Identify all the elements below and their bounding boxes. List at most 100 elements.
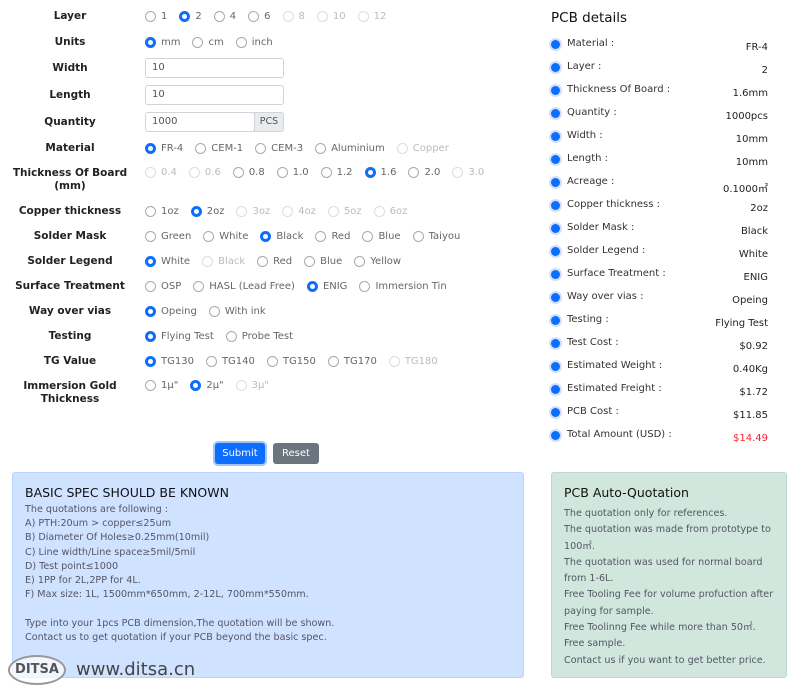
radio-label: 2	[195, 11, 202, 22]
radio-button[interactable]	[193, 281, 205, 292]
radio-option[interactable]: 2oz	[190, 206, 224, 217]
input-width[interactable]: 10	[145, 58, 284, 78]
radio-option[interactable]: Green	[145, 231, 191, 242]
radio-option[interactable]: OSP	[145, 281, 181, 292]
radio-option[interactable]: 1.0	[276, 167, 309, 178]
radio-option[interactable]: Flying Test	[145, 331, 214, 342]
radio-button[interactable]	[408, 167, 420, 178]
radio-button[interactable]	[145, 281, 156, 292]
radio-option[interactable]: White	[145, 256, 190, 267]
bullet-icon	[551, 247, 560, 256]
radio-button[interactable]	[203, 231, 215, 242]
radio-button[interactable]	[145, 206, 156, 217]
radio-option[interactable]: Taiyou	[412, 231, 460, 242]
radio-button[interactable]	[315, 231, 327, 242]
radio-option[interactable]: 6	[248, 11, 271, 22]
radio-button[interactable]	[255, 143, 267, 154]
radio-option[interactable]: 0.8	[232, 167, 265, 178]
radio-button[interactable]	[315, 143, 327, 154]
auto-line: Free Tooling Fee for volume profuction a…	[564, 589, 774, 617]
radio-option[interactable]: 1.2	[320, 167, 353, 178]
radio-button	[282, 11, 294, 22]
radio-button[interactable]	[412, 231, 424, 242]
input-length[interactable]: 10	[145, 85, 284, 105]
radio-button[interactable]	[145, 231, 156, 242]
radio-button[interactable]	[179, 11, 191, 22]
radio-option[interactable]: TG140	[205, 356, 255, 367]
radio-button[interactable]	[145, 37, 156, 48]
radio-option[interactable]: ENIG	[306, 281, 347, 292]
radio-button[interactable]	[205, 356, 217, 367]
radio-option[interactable]: 1oz	[145, 206, 179, 217]
radio-option[interactable]: FR-4	[145, 143, 183, 154]
radio-option[interactable]: TG130	[145, 356, 194, 367]
radio-button[interactable]	[192, 37, 204, 48]
radio-option[interactable]: inch	[235, 37, 273, 48]
radio-option[interactable]: 1μ"	[145, 380, 178, 391]
radio-option[interactable]: With ink	[208, 306, 266, 317]
radio-button[interactable]	[145, 306, 156, 317]
radio-button[interactable]	[145, 331, 156, 342]
radio-button[interactable]	[304, 256, 316, 267]
radio-option[interactable]: TG150	[266, 356, 316, 367]
radio-option[interactable]: Red	[315, 231, 350, 242]
radio-option[interactable]: 1	[145, 11, 167, 22]
radio-button[interactable]	[260, 231, 272, 242]
radio-button[interactable]	[276, 167, 288, 178]
radio-option[interactable]: 2.0	[408, 167, 440, 178]
radio-option[interactable]: Immersion Tin	[359, 281, 447, 292]
radio-button[interactable]	[232, 167, 244, 178]
radio-option[interactable]: White	[203, 231, 248, 242]
radio-group: 1μ" 2μ" 3μ"	[145, 380, 281, 391]
radio-button[interactable]	[225, 331, 237, 342]
radio-option[interactable]: Opeing	[145, 306, 197, 317]
radio-label: Black	[276, 231, 304, 242]
detail-key: Layer :	[567, 61, 602, 72]
radio-option[interactable]: 4	[213, 11, 236, 22]
radio-button[interactable]	[145, 356, 156, 367]
radio-button[interactable]	[327, 356, 339, 367]
submit-button[interactable]: Submit	[215, 443, 265, 464]
radio-button[interactable]	[354, 256, 366, 267]
radio-option[interactable]: CEM-3	[255, 143, 303, 154]
radio-button[interactable]	[190, 206, 202, 217]
radio-option[interactable]: 2μ"	[190, 380, 224, 391]
radio-option[interactable]: Probe Test	[225, 331, 293, 342]
radio-option[interactable]: 2	[179, 11, 202, 22]
radio-option[interactable]: CEM-1	[195, 143, 243, 154]
radio-button[interactable]	[362, 231, 374, 242]
radio-button[interactable]	[145, 143, 156, 154]
radio-button[interactable]	[257, 256, 269, 267]
radio-button[interactable]	[359, 281, 371, 292]
radio-label: 5oz	[343, 206, 362, 217]
radio-option[interactable]: Black	[260, 231, 303, 242]
radio-button[interactable]	[266, 356, 278, 367]
radio-option[interactable]: Blue	[362, 231, 401, 242]
radio-button[interactable]	[320, 167, 332, 178]
radio-button[interactable]	[145, 256, 156, 267]
radio-option[interactable]: Red	[257, 256, 292, 267]
radio-button[interactable]	[213, 11, 225, 22]
radio-button[interactable]	[235, 37, 247, 48]
radio-button[interactable]	[195, 143, 207, 154]
radio-option[interactable]: TG170	[327, 356, 377, 367]
radio-option: Black	[202, 256, 245, 267]
radio-option[interactable]: mm	[145, 37, 180, 48]
radio-button[interactable]	[145, 380, 156, 391]
radio-option[interactable]: Blue	[304, 256, 342, 267]
radio-button[interactable]	[208, 306, 220, 317]
radio-button[interactable]	[145, 11, 156, 22]
radio-button[interactable]	[248, 11, 260, 22]
input-quantity[interactable]: 1000	[145, 112, 255, 132]
radio-option[interactable]: 1.6	[364, 167, 396, 178]
radio-button[interactable]	[306, 281, 318, 292]
radio-option[interactable]: cm	[192, 37, 224, 48]
radio-option[interactable]: Yellow	[354, 256, 401, 267]
radio-option[interactable]: Aluminium	[315, 143, 385, 154]
radio-button[interactable]	[190, 380, 202, 391]
reset-button[interactable]: Reset	[273, 443, 319, 464]
radio-label: White	[161, 256, 191, 267]
radio-option[interactable]: HASL (Lead Free)	[193, 281, 295, 292]
detail-item: Width : 10mm	[551, 130, 768, 146]
radio-button[interactable]	[364, 167, 376, 178]
